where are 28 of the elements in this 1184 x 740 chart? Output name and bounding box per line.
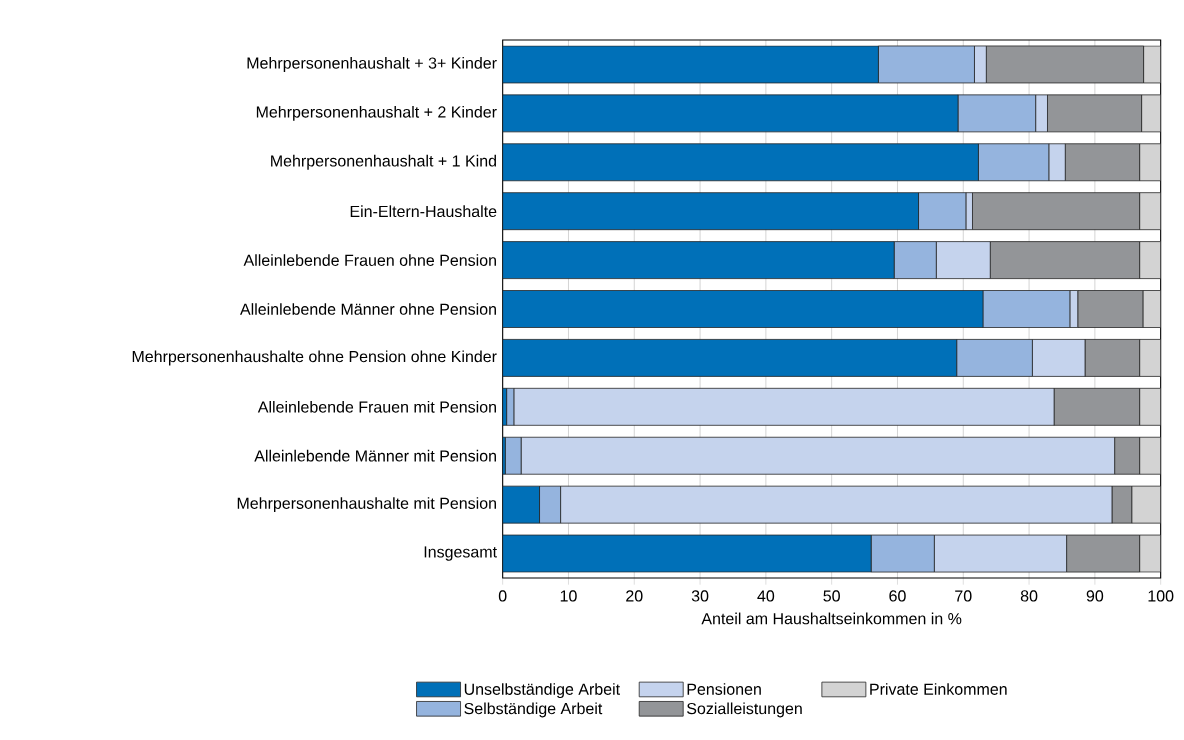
y-tick-label: Mehrpersonenhaushalte mit Pension [237,497,496,513]
y-tick-label: Alleinlebende Männer mit Pension [254,449,496,462]
y-tick-label: Alleinlebende Frauen mit Pension [257,400,496,413]
x-axis-title: Anteil am Haushaltseinkommen in % [701,612,962,625]
legend-label: Sozialleistungen [687,702,802,718]
y-tick-label: Mehrpersonenhaushalt + 1 Kind [271,154,496,170]
legend-label: Private Einkommen [870,683,1007,695]
y-tick-label: Insgesamt [424,546,497,561]
y-tick-label: Mehrpersonenhaushalt + 3+ Kinder [247,57,497,72]
x-tick-label: 100 [1148,590,1174,602]
x-tick-label: 50 [823,590,840,602]
legend-label: Pensionen [687,683,761,695]
y-tick-label: Mehrpersonenhaushalte ohne Pension ohne Kinder [132,350,497,366]
y-tick-label: Alleinlebende Männer ohne Pension [240,303,496,315]
y-tick-label: Alleinlebende Frauen ohne Pension [243,254,496,266]
y-tick-label: Mehrpersonenhaushalt + 2 Kinder [256,105,497,121]
x-tick-label: 10 [560,590,577,602]
legend-label: Unselbständige Arbeit [464,683,620,699]
x-tick-label: 90 [1086,590,1104,602]
x-tick-label: 0 [498,590,507,602]
x-tick-label: 80 [1020,590,1038,602]
x-tick-label: 40 [757,590,775,602]
legend-label: Selbständige Arbeit [464,702,603,718]
x-tick-label: 30 [691,590,709,602]
x-tick-label: 60 [889,590,906,602]
y-tick-label: Ein-Eltern-Haushalte [350,205,497,218]
x-tick-label: 70 [955,590,972,602]
x-tick-label: 20 [626,590,643,602]
